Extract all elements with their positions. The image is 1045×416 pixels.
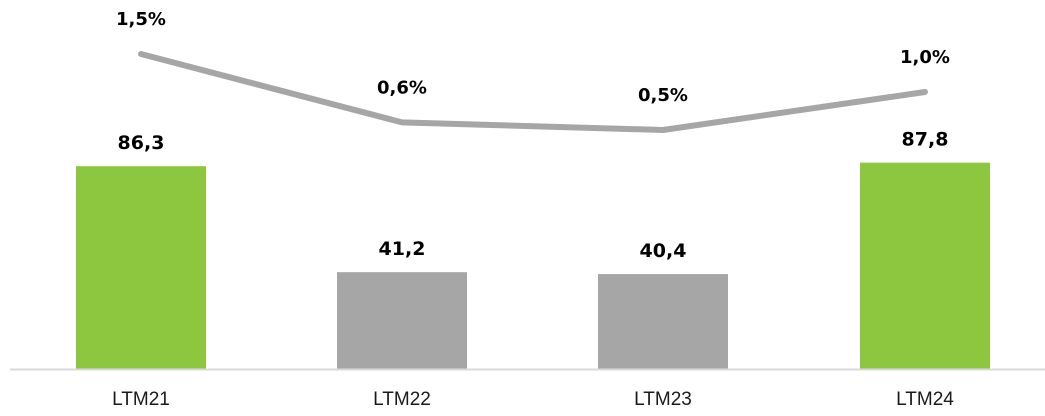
line-labels-group: 1,5% 0,6% 0,5% 1,0%: [116, 9, 950, 106]
line-group: [138, 51, 928, 133]
bar-ltm22: [337, 272, 467, 369]
bar-ltm24: [860, 162, 990, 369]
bar-value-label-ltm23: 40,4: [640, 240, 687, 262]
category-labels-group: LTM21 LTM22 LTM23 LTM24: [112, 389, 954, 410]
bar-value-label-ltm22: 41,2: [379, 238, 426, 260]
category-label-ltm21: LTM21: [112, 389, 170, 410]
bar-ltm23: [598, 274, 728, 369]
category-label-ltm24: LTM24: [896, 389, 954, 410]
bar-labels-group: 86,3 41,2 40,4 87,8: [118, 129, 949, 262]
line-value-label-ltm24: 1,0%: [900, 47, 950, 68]
line-value-label-ltm23: 0,5%: [638, 85, 688, 106]
bar-value-label-ltm21: 86,3: [118, 132, 165, 154]
category-label-ltm22: LTM22: [373, 389, 431, 410]
category-label-ltm23: LTM23: [634, 389, 692, 410]
bar-value-label-ltm24: 87,8: [902, 129, 949, 151]
line-value-label-ltm22: 0,6%: [377, 77, 427, 98]
bar-ltm21: [76, 166, 206, 369]
line-value-label-ltm21: 1,5%: [116, 9, 166, 30]
line-series: [138, 51, 928, 133]
bars-group: [76, 162, 990, 369]
